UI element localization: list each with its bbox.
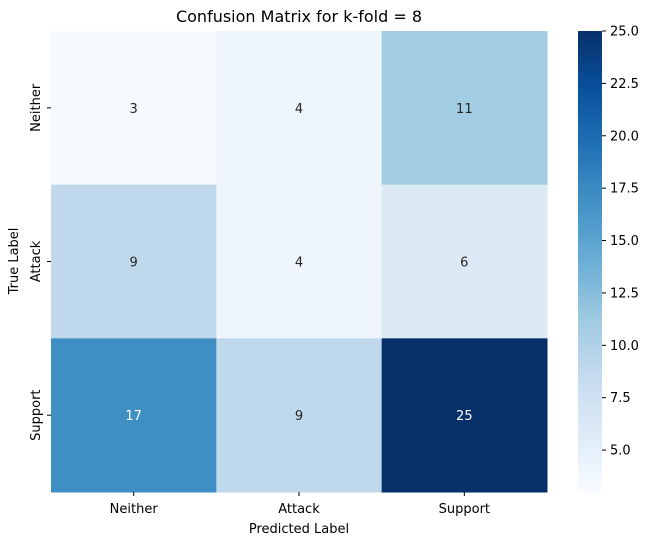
y-axis-label: True Label — [7, 228, 22, 296]
colorbar-tick-label: 5.0 — [610, 444, 631, 459]
x-tick-label: Neither — [110, 502, 159, 517]
colorbar-tick-label: 12.5 — [610, 286, 639, 301]
colorbar-tick-label: 22.5 — [610, 77, 639, 92]
colorbar-tick-label: 25.0 — [610, 25, 639, 40]
heatmap-cell-neither-neither — [51, 31, 217, 186]
cell-value-label: 9 — [130, 256, 138, 271]
cell-value-label: 17 — [125, 409, 142, 424]
x-tick-label: Support — [439, 502, 490, 517]
heatmap-cell-attack-support — [381, 184, 548, 339]
heatmap-cell-support-neither — [51, 338, 217, 493]
x-axis-ticks: Neither Attack Support — [110, 492, 490, 517]
heatmap-cell-attack-attack — [216, 184, 383, 339]
colorbar-tick-label: 15.0 — [610, 234, 639, 249]
heatmap-cells: 3 4 11 9 4 6 17 9 25 — [51, 31, 548, 493]
x-axis-label: Predicted Label — [249, 522, 349, 537]
cell-value-label: 25 — [456, 409, 473, 424]
heatmap-cell-neither-attack — [216, 31, 383, 186]
y-tick-label: Support — [29, 389, 44, 440]
cell-value-label: 4 — [295, 102, 303, 117]
colorbar-tick-label: 10.0 — [610, 339, 639, 354]
heatmap-cell-neither-support — [381, 31, 548, 186]
cell-value-label: 11 — [456, 102, 473, 117]
colorbar — [578, 31, 602, 492]
cell-value-label: 3 — [130, 102, 138, 117]
cell-value-label: 9 — [295, 409, 303, 424]
cell-value-label: 6 — [460, 256, 468, 271]
x-tick-label: Attack — [278, 502, 320, 517]
heatmap-cell-support-support — [381, 338, 548, 493]
heatmap-cell-support-attack — [216, 338, 383, 493]
colorbar-tick-label: 7.5 — [610, 391, 631, 406]
y-axis-ticks: Neither Attack Support — [29, 83, 51, 441]
y-tick-label: Attack — [29, 240, 44, 282]
colorbar-ticks: 5.0 7.5 10.0 12.5 15.0 17.5 20.0 22.5 25.0 — [602, 25, 639, 459]
colorbar-tick-label: 20.0 — [610, 129, 639, 144]
colorbar-tick-label: 17.5 — [610, 182, 639, 197]
heatmap-cell-attack-neither — [51, 184, 217, 339]
cell-value-label: 4 — [295, 256, 303, 271]
y-tick-label: Neither — [29, 83, 44, 132]
chart-title: Confusion Matrix for k-fold = 8 — [176, 7, 422, 26]
